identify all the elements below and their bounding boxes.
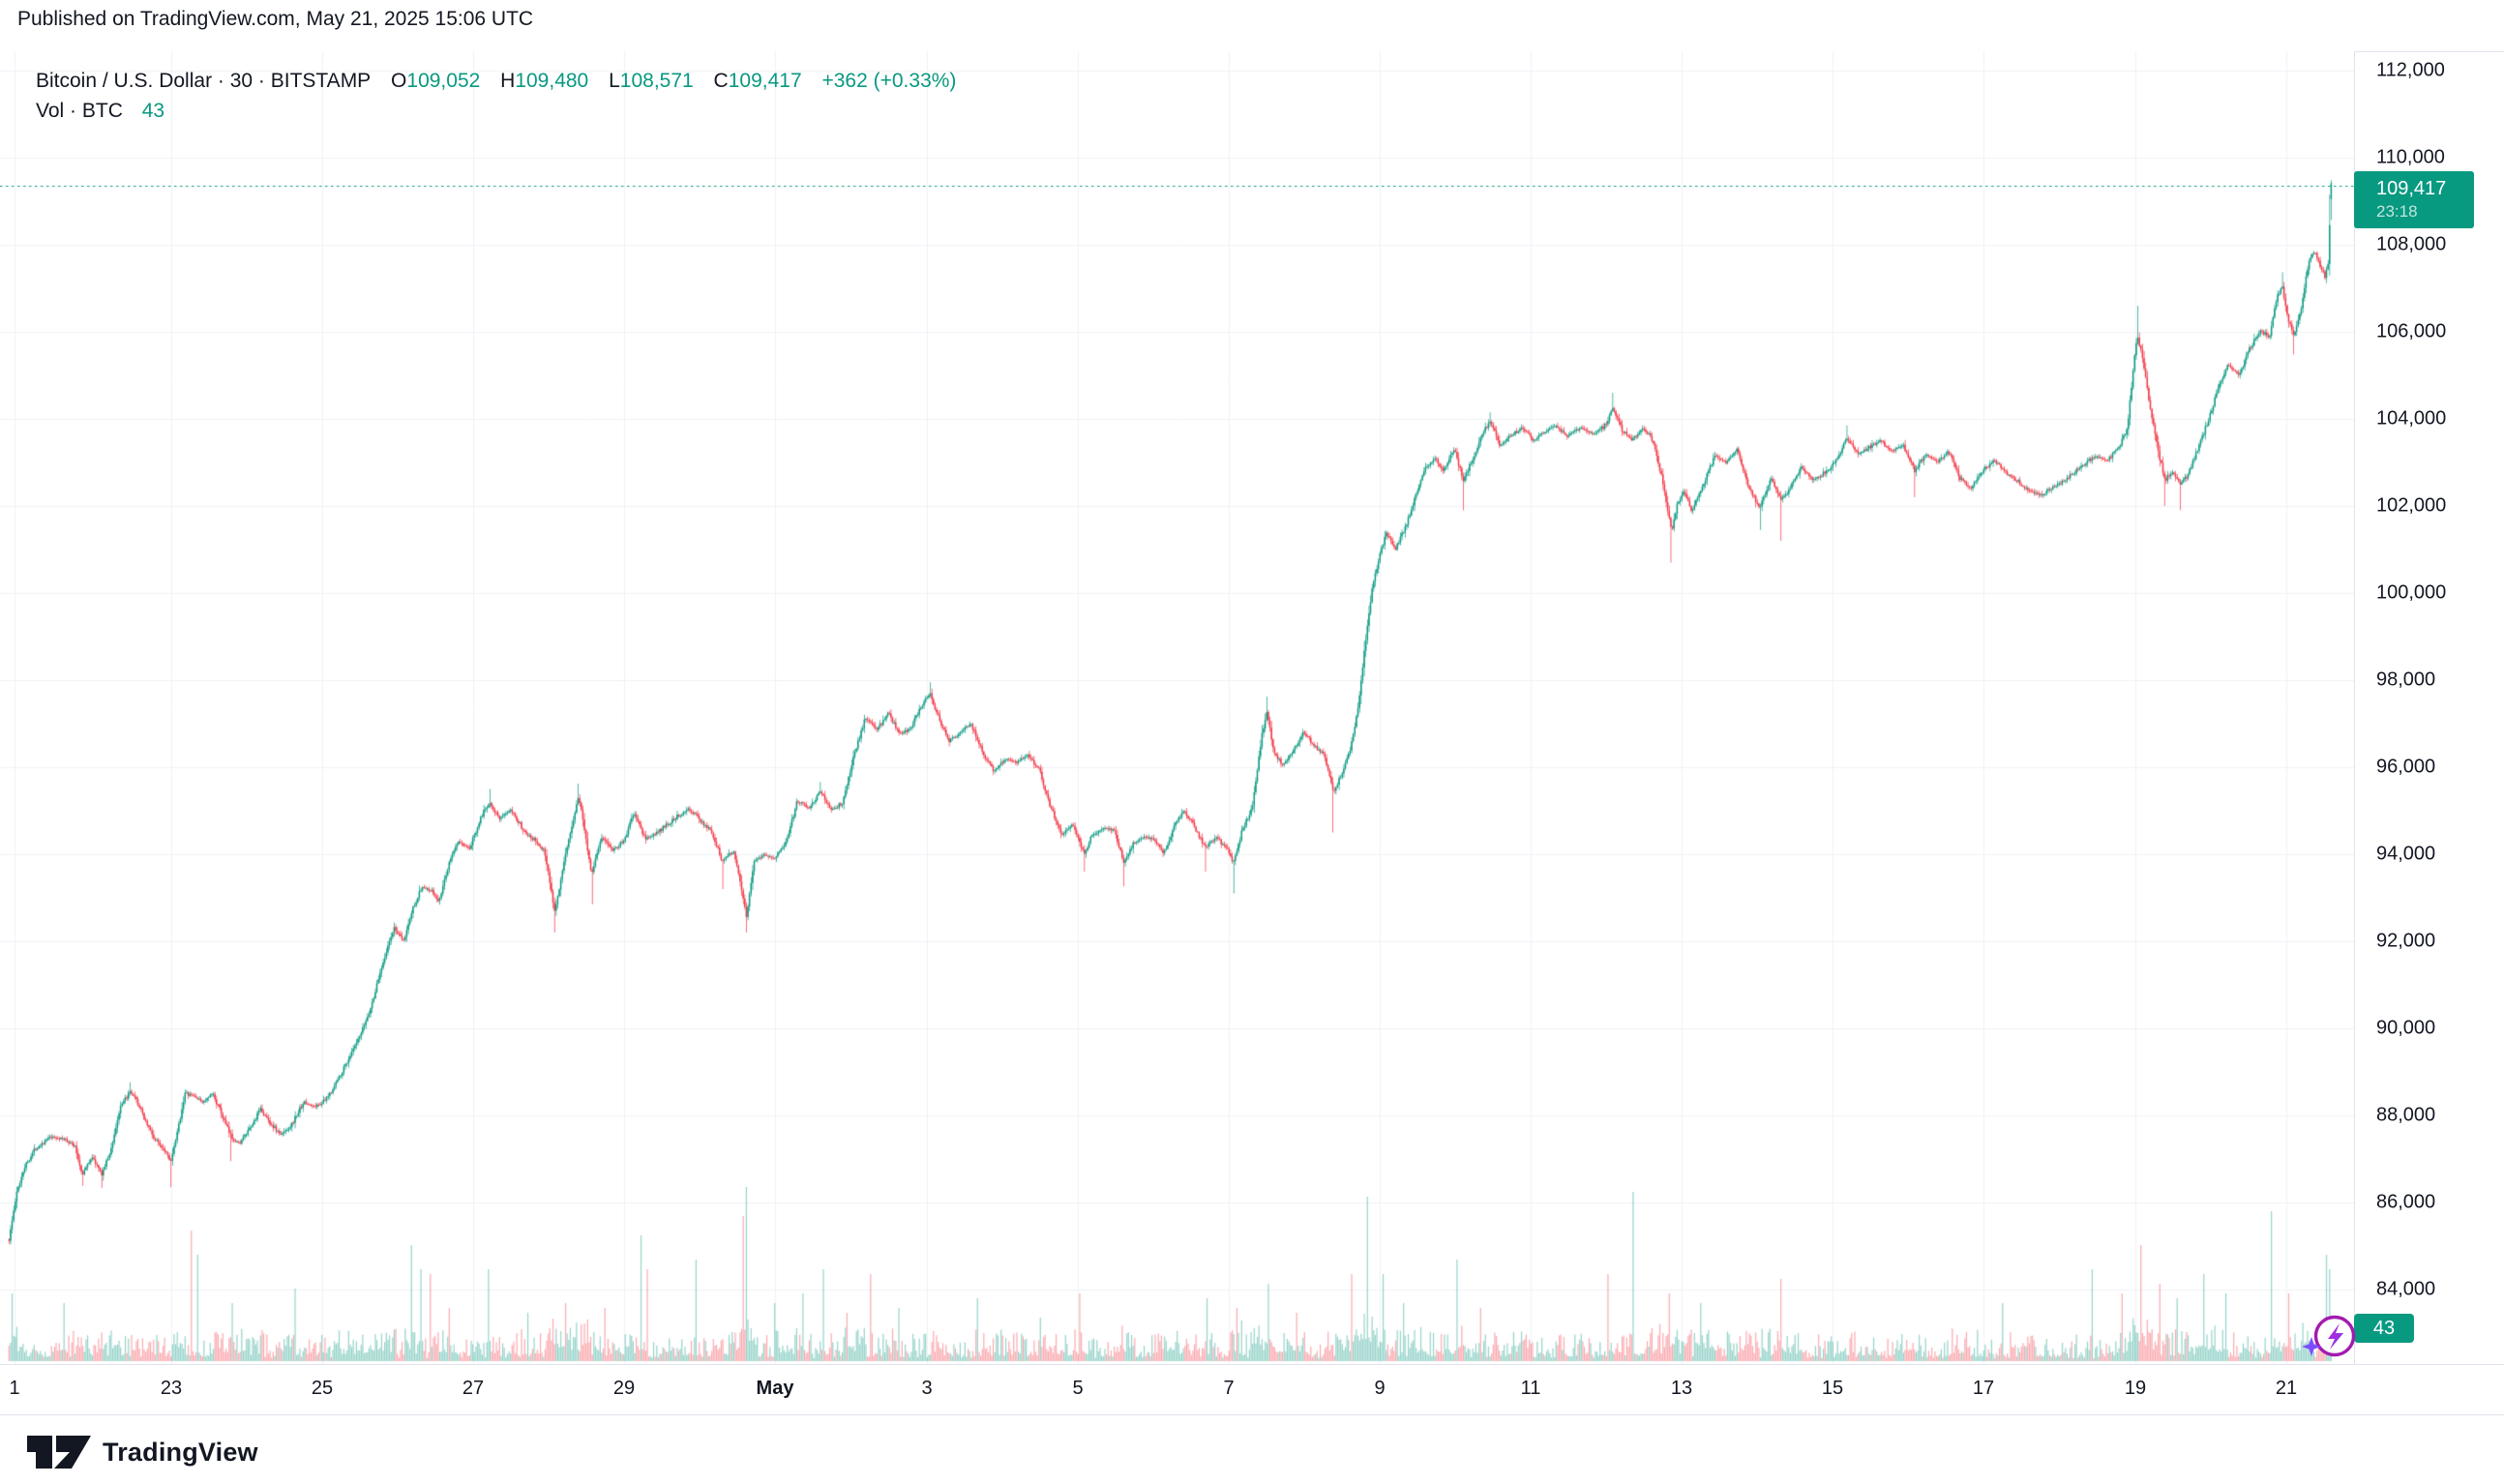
time-tick-label: 27: [462, 1378, 485, 1399]
price-tick-label: 106,000: [2376, 320, 2447, 342]
time-tick-label: 7: [1223, 1378, 1235, 1399]
time-tick-label: 23: [160, 1378, 183, 1399]
price-chart-canvas[interactable]: [0, 51, 2354, 1364]
volume-legend-label: Vol · BTC: [36, 100, 123, 122]
price-tick-label: 102,000: [2376, 494, 2447, 517]
time-tick-label: 21: [2275, 1378, 2298, 1399]
change-value: +362 (+0.33%): [821, 70, 957, 92]
lightning-bolt-icon: [2328, 1323, 2343, 1350]
time-tick-label: 25: [311, 1378, 334, 1399]
price-tick-label: 88,000: [2376, 1104, 2436, 1126]
time-axis-border: [0, 1364, 2504, 1365]
ohlc-close: C109,417: [713, 70, 802, 92]
price-tick-label: 108,000: [2376, 233, 2447, 255]
volume-value-badge: 43: [2354, 1314, 2414, 1343]
symbol-legend: Bitcoin / U.S. Dollar · 30 · BITSTAMP O1…: [36, 70, 970, 93]
volume-legend: Vol · BTC 43: [36, 100, 164, 123]
tradingview-logo[interactable]: TradingView: [27, 1434, 258, 1470]
ohlc-low: L108,571: [609, 70, 694, 92]
price-tick-label: 112,000: [2376, 59, 2445, 81]
current-price-label: 109,417 23:18: [2354, 171, 2474, 228]
time-tick-label: May: [756, 1378, 794, 1399]
time-tick-label: 15: [1821, 1378, 1844, 1399]
price-axis-border: [2354, 51, 2355, 1364]
current-price-value: 109,417: [2376, 178, 2447, 199]
time-tick-label: 19: [2124, 1378, 2147, 1399]
published-line: Published on TradingView.com, May 21, 20…: [17, 8, 534, 30]
time-tick-label: 9: [1374, 1378, 1386, 1399]
volume-legend-value: 43: [141, 100, 165, 122]
time-tick-label: 1: [9, 1378, 20, 1399]
sparkle-icon: [2302, 1337, 2321, 1356]
price-tick-label: 104,000: [2376, 407, 2447, 430]
boost-flash-icon[interactable]: [2289, 1304, 2380, 1370]
ohlc-high: H109,480: [500, 70, 589, 92]
price-tick-label: 90,000: [2376, 1017, 2436, 1039]
tradingview-logo-mark: [27, 1436, 91, 1469]
price-tick-label: 96,000: [2376, 756, 2436, 778]
time-tick-label: 29: [612, 1378, 636, 1399]
price-tick-label: 100,000: [2376, 581, 2447, 604]
price-tick-label: 86,000: [2376, 1191, 2436, 1213]
price-tick-label: 92,000: [2376, 930, 2436, 952]
time-tick-label: 5: [1072, 1378, 1084, 1399]
bar-countdown: 23:18: [2376, 202, 2418, 221]
time-tick-label: 11: [1520, 1378, 1541, 1399]
price-tick-label: 84,000: [2376, 1278, 2436, 1300]
widget-bottom-border: [0, 1414, 2504, 1415]
time-tick-label: 17: [1972, 1378, 1995, 1399]
price-tick-label: 98,000: [2376, 668, 2436, 691]
price-axis[interactable]: 112,000 110,000 108,000 106,000 104,000 102,0…: [2354, 51, 2504, 1364]
ohlc-open: O109,052: [391, 70, 481, 92]
tradingview-logo-text: TradingView: [103, 1437, 258, 1467]
time-tick-label: 3: [921, 1378, 933, 1399]
symbol-title: Bitcoin / U.S. Dollar · 30 · BITSTAMP: [36, 70, 372, 92]
time-axis[interactable]: 1 23 25 27 29 May 3 5 7 9 11 13 15 17 19 21: [0, 1364, 2504, 1414]
price-tick-label: 110,000: [2376, 146, 2445, 168]
price-tick-label: 94,000: [2376, 843, 2436, 865]
time-tick-label: 13: [1670, 1378, 1693, 1399]
